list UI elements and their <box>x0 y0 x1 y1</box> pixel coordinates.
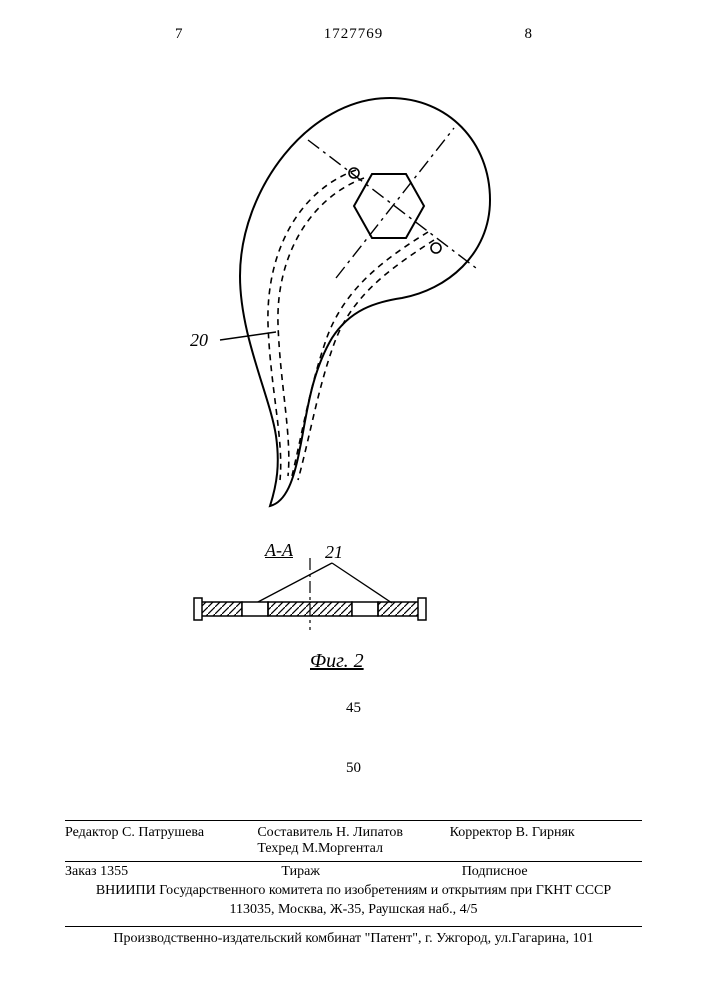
cross-section-svg <box>180 558 500 648</box>
editor-cell: Редактор С. Патрушева <box>65 825 257 857</box>
podpisnoe: Подписное <box>462 864 528 879</box>
ref-20: 20 <box>190 330 208 351</box>
tirazh-label: Тираж <box>281 864 320 879</box>
order-no: 1355 <box>100 864 128 879</box>
vniipi-line1: ВНИИПИ Государственного комитета по изоб… <box>65 882 642 901</box>
corrector-label: Корректор <box>450 825 512 840</box>
tehred-label: Техред <box>257 841 298 856</box>
margin-number-45: 45 <box>0 700 707 717</box>
order-cell: Заказ 1355 <box>65 864 281 880</box>
compiler-label: Составитель <box>257 825 332 840</box>
order-row: Заказ 1355 Тираж Подписное <box>65 861 642 880</box>
figure-caption: Фиг. 2 <box>310 650 364 673</box>
order-label: Заказ <box>65 864 97 879</box>
vniipi-line2: 113035, Москва, Ж-35, Раушская наб., 4/5 <box>65 901 642 920</box>
vniipi-block: ВНИИПИ Государственного комитета по изоб… <box>65 882 642 920</box>
tirazh-cell: Тираж <box>281 864 461 880</box>
tehred-name: М.Моргентал <box>302 841 383 856</box>
page-number-left: 7 <box>175 26 183 43</box>
patent-number: 1727769 <box>324 26 384 43</box>
page-number-right: 8 <box>525 26 533 43</box>
editor-name: С. Патрушева <box>122 825 204 840</box>
corrector-cell: Корректор В. Гирняк <box>450 825 642 857</box>
section-view: А-А 21 <box>180 540 500 650</box>
publisher-text: Производственно-издательский комбинат "П… <box>113 931 593 946</box>
curved-blade-diagram <box>180 80 500 510</box>
credits-top-row: Редактор С. Патрушева Составитель Н. Лип… <box>65 820 642 857</box>
publisher-line: Производственно-издательский комбинат "П… <box>65 926 642 947</box>
compiler-tehred-cell: Составитель Н. Липатов Техред М.Моргента… <box>257 825 449 857</box>
margin-number-50: 50 <box>0 760 707 777</box>
corrector-name: В. Гирняк <box>516 825 575 840</box>
credits-block: Редактор С. Патрушева Составитель Н. Лип… <box>65 820 642 947</box>
page-header: 7 1727769 8 <box>0 0 707 43</box>
compiler-name: Н. Липатов <box>336 825 403 840</box>
editor-label: Редактор <box>65 825 119 840</box>
page: 7 1727769 8 20 А-А <box>0 0 707 1000</box>
figure-main: 20 <box>180 80 500 610</box>
podpisnoe-cell: Подписное <box>462 864 642 880</box>
